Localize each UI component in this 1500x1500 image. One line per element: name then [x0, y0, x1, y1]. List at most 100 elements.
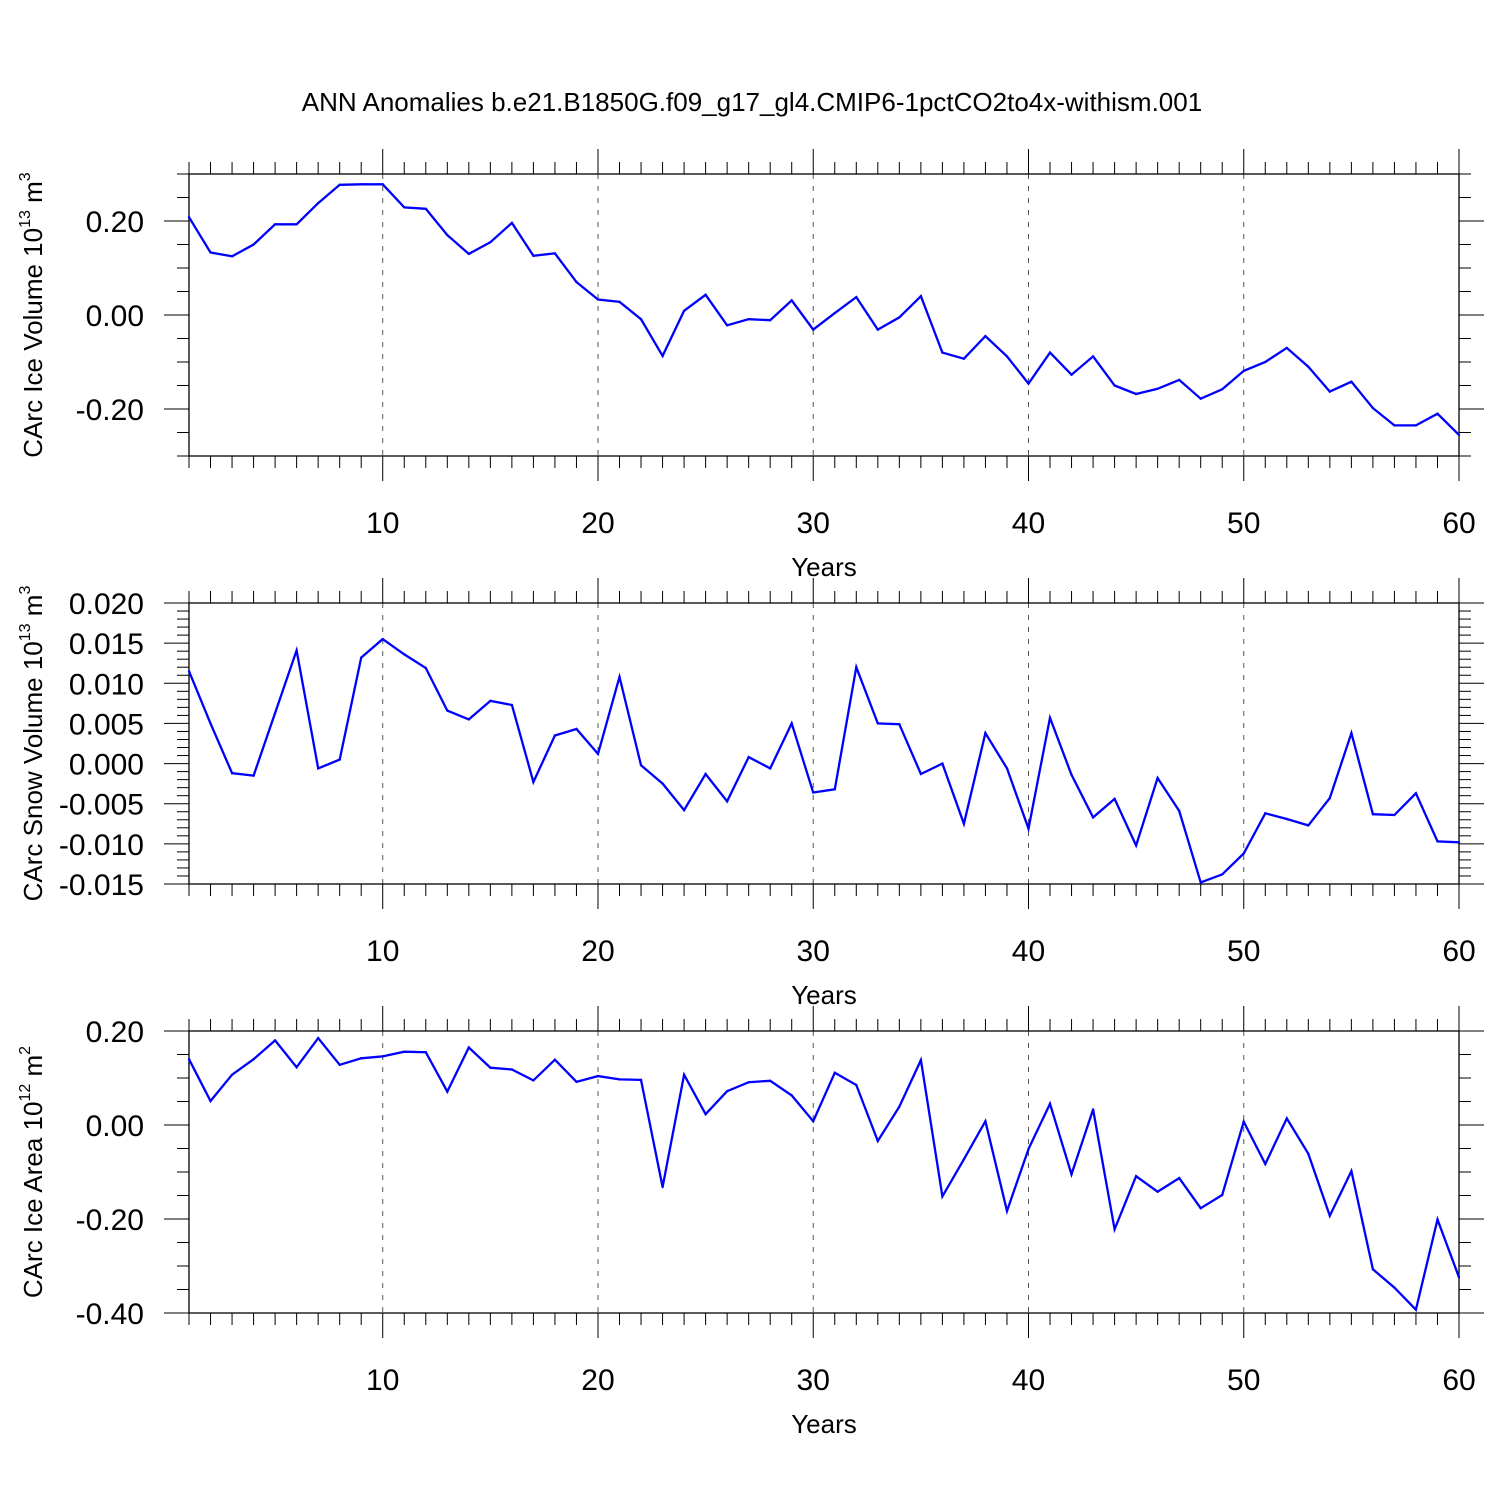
data-point — [1221, 873, 1224, 876]
data-point — [1371, 813, 1375, 816]
data-point — [1242, 369, 1245, 373]
data-point — [1307, 1152, 1310, 1155]
data-point — [252, 1058, 255, 1061]
data-point — [510, 703, 514, 707]
y-tick-label: -0.010 — [59, 829, 144, 862]
x-tick-label: 40 — [1012, 1364, 1045, 1397]
y-tick-label: 0.20 — [86, 1016, 144, 1049]
data-point — [1457, 841, 1461, 844]
data-point — [747, 1081, 750, 1084]
data-point — [209, 1099, 212, 1103]
y-axis-label: CArc Snow Volume 1013 m3 — [17, 586, 48, 902]
data-point — [338, 758, 341, 761]
data-point — [1414, 1308, 1418, 1311]
data-point — [446, 233, 449, 237]
y-tick-label: -0.005 — [59, 789, 144, 822]
data-point — [1393, 813, 1396, 817]
data-point — [984, 1120, 987, 1123]
x-axis-label: Years — [791, 552, 857, 582]
data-point — [532, 780, 535, 784]
x-tick-label: 10 — [366, 1364, 399, 1397]
plot-frame — [188, 173, 1460, 457]
data-point — [1113, 797, 1116, 801]
data-point — [1027, 382, 1030, 385]
data-point — [1156, 1190, 1159, 1193]
data-point — [295, 1066, 298, 1069]
data-point — [1199, 397, 1202, 400]
data-point — [403, 653, 406, 656]
data-point — [898, 1105, 901, 1108]
data-point — [489, 1066, 492, 1069]
data-point — [553, 252, 557, 255]
data-point — [1156, 776, 1159, 780]
data-point — [1134, 392, 1138, 396]
data-point — [553, 1058, 557, 1061]
data-point — [704, 293, 707, 296]
data-point — [812, 791, 815, 794]
data-point — [682, 1073, 686, 1076]
x-tick-label: 40 — [1012, 507, 1045, 540]
data-point — [1048, 351, 1052, 354]
data-point — [984, 334, 987, 338]
data-point — [403, 1050, 406, 1053]
x-tick-label: 30 — [797, 507, 830, 540]
data-point — [876, 722, 879, 725]
data-point — [1436, 412, 1439, 415]
data-point — [833, 311, 836, 315]
data-point — [941, 762, 944, 765]
data-point — [446, 709, 449, 712]
x-tick-label: 40 — [1012, 935, 1045, 968]
data-point — [1264, 360, 1267, 364]
data-point — [273, 1039, 277, 1042]
data-point — [639, 1078, 643, 1082]
data-point — [489, 699, 492, 703]
data-point — [898, 316, 901, 319]
data-point — [1005, 767, 1009, 770]
data-point — [1393, 1286, 1396, 1289]
data-point — [209, 722, 212, 725]
data-point — [747, 755, 750, 759]
data-point — [1113, 1228, 1116, 1231]
data-point — [424, 207, 427, 210]
data-point — [230, 772, 234, 775]
y-tick-label: 0.005 — [69, 708, 144, 741]
data-point — [360, 656, 363, 659]
data-point — [1436, 1218, 1439, 1221]
data-point — [1371, 406, 1375, 410]
data-point — [596, 752, 600, 756]
panel-1: -0.20 0.00 0.20 10 20 30 40 50 60 Years CArc Ice V… — [17, 149, 1484, 582]
data-point — [1371, 1268, 1375, 1271]
data-point — [338, 183, 341, 186]
data-point — [1048, 716, 1052, 719]
data-point — [941, 351, 944, 354]
plot-frame — [188, 602, 1460, 885]
data-point — [510, 1068, 514, 1071]
data-point — [252, 243, 255, 246]
data-point — [790, 722, 793, 725]
data-point — [682, 808, 686, 812]
data-point — [639, 318, 643, 321]
series-line — [187, 1036, 1461, 1312]
data-point — [833, 788, 836, 791]
data-point — [919, 1058, 923, 1062]
data-point — [1221, 388, 1224, 391]
data-point — [1113, 384, 1116, 387]
data-point — [704, 772, 707, 776]
data-point — [769, 1079, 772, 1083]
y-tick-label: 0.20 — [86, 206, 144, 239]
data-point — [812, 1120, 815, 1123]
y-tick-label: -0.20 — [76, 394, 144, 427]
x-tick-label: 10 — [366, 935, 399, 968]
data-point — [1199, 1207, 1202, 1210]
data-point — [704, 1113, 707, 1116]
data-point — [747, 318, 750, 321]
data-point — [360, 1057, 363, 1060]
data-point — [295, 649, 298, 652]
x-tick-label: 20 — [581, 1364, 614, 1397]
panel-2: -0.015 -0.010 -0.005 0.000 0.005 0.010 0.015 0.… — [17, 578, 1484, 1010]
data-point — [1091, 816, 1095, 819]
data-point — [1414, 792, 1418, 795]
data-point — [467, 1046, 470, 1049]
data-point — [618, 1078, 621, 1081]
